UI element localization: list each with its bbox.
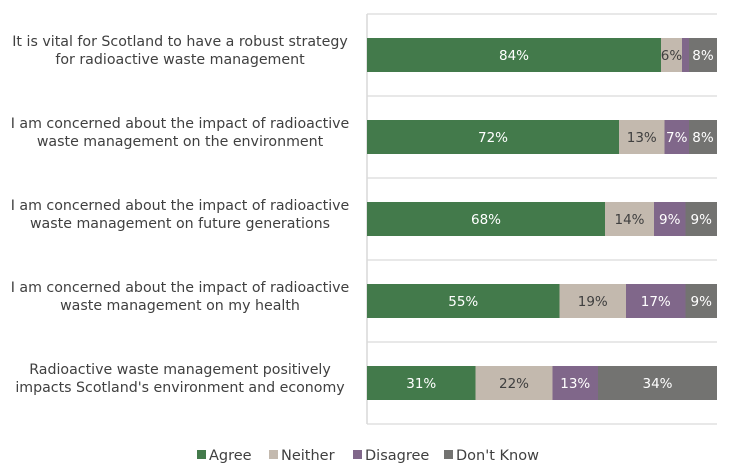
bar-segment-neither bbox=[605, 202, 654, 236]
bar-segment-don-t-know bbox=[685, 284, 717, 318]
data-label: 13% bbox=[560, 376, 590, 392]
category-label: Radioactive waste management positively i… bbox=[15, 362, 344, 396]
data-label: 9% bbox=[659, 212, 681, 228]
data-label: 84% bbox=[499, 48, 529, 64]
data-label: 13% bbox=[627, 130, 657, 146]
bar-segment-disagree bbox=[626, 284, 686, 318]
bar-segment-disagree bbox=[552, 366, 598, 400]
bar-segment-neither bbox=[475, 366, 553, 400]
data-label: 14% bbox=[614, 212, 644, 228]
category-label-line: I am concerned about the impact of radio… bbox=[11, 198, 350, 214]
data-label: 72% bbox=[478, 130, 508, 146]
bar-segment-agree bbox=[367, 120, 619, 154]
bar-segment-disagree bbox=[664, 120, 689, 154]
data-label: 8% bbox=[692, 48, 714, 64]
bar-segment-don-t-know bbox=[689, 120, 717, 154]
bar-segment-neither bbox=[619, 120, 665, 154]
legend-label: Agree bbox=[209, 448, 252, 464]
bar-segment-agree bbox=[367, 202, 605, 236]
category-label-line: waste management on future generations bbox=[30, 216, 330, 232]
grid-lines bbox=[366, 13, 717, 425]
legend-label: Don't Know bbox=[456, 448, 539, 464]
category-label-line: I am concerned about the impact of radio… bbox=[11, 280, 350, 296]
legend-swatch bbox=[353, 450, 362, 459]
data-label: 34% bbox=[642, 376, 672, 392]
bar-segment-don-t-know bbox=[598, 366, 717, 400]
data-label: 55% bbox=[448, 294, 478, 310]
category-label-line: waste management on the environment bbox=[37, 134, 324, 150]
data-label: 6% bbox=[661, 48, 683, 64]
legend-swatch bbox=[197, 450, 206, 459]
category-labels: It is vital for Scotland to have a robus… bbox=[11, 34, 350, 396]
category-label: I am concerned about the impact of radio… bbox=[11, 116, 350, 150]
legend-swatch bbox=[444, 450, 453, 459]
data-label: 19% bbox=[578, 294, 608, 310]
data-label: 8% bbox=[692, 130, 714, 146]
category-label-line: impacts Scotland's environment and econo… bbox=[15, 380, 344, 396]
data-label: 7% bbox=[666, 130, 688, 146]
category-label: It is vital for Scotland to have a robus… bbox=[12, 34, 347, 68]
data-label: 22% bbox=[499, 376, 529, 392]
legend-label: Neither bbox=[281, 448, 335, 464]
bar-segment-don-t-know bbox=[685, 202, 717, 236]
bar-segment-don-t-know bbox=[689, 38, 717, 72]
bar-segment-neither bbox=[559, 284, 626, 318]
category-label-line: I am concerned about the impact of radio… bbox=[11, 116, 350, 132]
category-label-line: Radioactive waste management positively bbox=[29, 362, 331, 378]
data-label: 17% bbox=[641, 294, 671, 310]
data-label: 9% bbox=[691, 212, 713, 228]
legend-label: Disagree bbox=[365, 448, 429, 464]
bar-segment-agree bbox=[367, 366, 476, 400]
legend-swatch bbox=[269, 450, 278, 459]
bar-segment-agree bbox=[367, 38, 661, 72]
category-label: I am concerned about the impact of radio… bbox=[11, 280, 350, 314]
category-label-line: for radioactive waste management bbox=[55, 52, 305, 68]
bar-segment-agree bbox=[367, 284, 560, 318]
data-label: 31% bbox=[406, 376, 436, 392]
bar-segment-disagree bbox=[654, 202, 686, 236]
legend: Agree Neither Disagree Don't Know bbox=[197, 448, 539, 464]
data-label: 68% bbox=[471, 212, 501, 228]
bar-segment-disagree bbox=[682, 38, 689, 72]
category-label-line: It is vital for Scotland to have a robus… bbox=[12, 34, 347, 50]
bars: 84% 6% 8%72% 13% 7% 8%68% 14% 9% 9%55% 19% 17% 9%31… bbox=[367, 38, 717, 400]
data-label: 9% bbox=[691, 294, 713, 310]
category-label: I am concerned about the impact of radio… bbox=[11, 198, 350, 232]
bar-segment-neither bbox=[661, 38, 682, 72]
category-label-line: waste management on my health bbox=[60, 298, 300, 314]
